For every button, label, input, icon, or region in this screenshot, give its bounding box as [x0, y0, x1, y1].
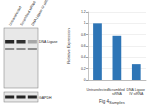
- svg-text:1.2: 1.2: [81, 10, 86, 14]
- svg-text:1: 1: [84, 21, 86, 25]
- svg-text:Untransfected: Untransfected: [8, 5, 23, 27]
- svg-text:Untransfected: Untransfected: [87, 88, 109, 92]
- svg-text:IV siRNA: IV siRNA: [129, 92, 144, 96]
- svg-text:Scrambled: Scrambled: [108, 88, 126, 92]
- svg-text:Relative Expression: Relative Expression: [66, 28, 71, 63]
- svg-text:Fig 4: Fig 4: [99, 99, 110, 104]
- svg-text:0: 0: [84, 78, 86, 82]
- svg-text:Samples: Samples: [109, 100, 125, 105]
- svg-text:0.8: 0.8: [81, 33, 86, 37]
- svg-text:DNA Ligase IV siRNA: DNA Ligase IV siRNA: [31, 0, 52, 26]
- svg-text:0.6: 0.6: [81, 44, 86, 48]
- svg-text:0.4: 0.4: [81, 55, 86, 59]
- svg-text:DNA Ligase IV: DNA Ligase IV: [39, 40, 58, 44]
- svg-text:0.2: 0.2: [81, 67, 86, 71]
- svg-text:siRNA: siRNA: [112, 92, 123, 96]
- svg-text:Scrambled siRNA: Scrambled siRNA: [19, 0, 37, 27]
- svg-text:GAPDH: GAPDH: [39, 96, 52, 100]
- svg-text:DNA Ligase: DNA Ligase: [126, 88, 146, 92]
